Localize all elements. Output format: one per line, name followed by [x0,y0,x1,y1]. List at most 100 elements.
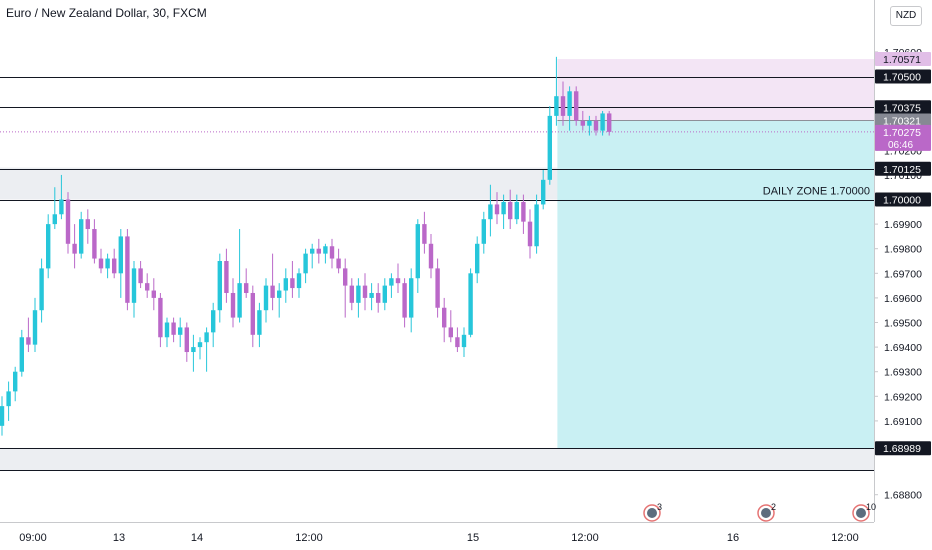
x-tick-label: 14 [191,532,203,544]
candle-body [554,96,559,116]
price-axis[interactable] [874,0,932,550]
candle-body [481,219,486,244]
candle-body [310,248,315,254]
candle-body [541,179,546,205]
candle-body [197,342,203,348]
level-price-label-text: 1.70375 [883,102,921,114]
candle-body [65,199,71,244]
candle-body [59,199,64,215]
last-price-label[interactable] [875,124,931,151]
candle-body [138,268,143,284]
candle-body [600,113,605,131]
event-count: 10 [866,502,876,512]
candle-body [131,268,137,303]
candle-body [283,278,288,291]
candle-body [336,258,341,269]
candle-body [323,246,328,254]
chart-title: Euro / New Zealand Dollar, 30, FXCM [6,6,207,20]
candle-body [389,278,394,286]
candle-body [145,283,150,291]
y-tick-label: 1.69600 [884,293,922,305]
candle-body [468,273,473,335]
candle-body [415,224,420,279]
candle-body [316,248,321,254]
stop-zone [557,59,874,121]
candle-body [409,278,414,318]
currency-badge[interactable]: NZD [890,6,922,26]
level-price-label-text: 1.68989 [883,443,921,455]
candle-body [580,120,585,126]
candle-body [343,268,348,286]
level-price-label[interactable] [875,161,931,176]
daily-zone-label: DAILY ZONE 1.70000 [763,186,870,198]
event-flag-icon [761,508,771,518]
level-price-label[interactable] [875,441,931,456]
candle-body [303,253,308,274]
candle-body [52,214,57,225]
candle-body [39,268,44,311]
x-tick-label: 16 [727,532,739,544]
candle-body [435,268,440,308]
candle-body [277,290,282,298]
candle-body [105,258,110,269]
x-tick-label: 12:00 [295,532,323,544]
level-price-label[interactable] [875,100,931,115]
x-tick-label: 15 [467,532,479,544]
level-price-label-text: 1.70500 [883,72,921,84]
candle-body [349,285,354,303]
x-tick-label: 12:00 [831,532,859,544]
y-tick-label: 1.68800 [884,490,922,502]
candle-body [574,91,579,121]
event-count: 3 [657,502,662,512]
x-tick-label: 09:00 [19,532,47,544]
candle-body [237,283,242,318]
candle-body [329,246,335,259]
candle-body [587,120,592,126]
y-tick-label: 1.69700 [884,268,922,280]
candle-body [547,115,552,180]
level-price-label-text: 1.70125 [883,164,921,176]
candle-body [112,258,117,274]
event-flag-icon [856,508,866,518]
event-count: 2 [771,502,776,512]
level-price-label-text: 1.70000 [883,195,921,207]
y-tick-label: 1.69100 [884,416,922,428]
candle-body [560,96,566,116]
candle-body [362,285,368,298]
candle-body [151,290,156,298]
candle-body [395,278,401,284]
level-price-label[interactable] [875,192,931,207]
entry-price-label[interactable] [875,113,931,128]
candle-body [125,236,130,303]
stop-price-label[interactable] [875,52,931,67]
candle-body [164,322,170,338]
candle-body [250,292,255,335]
candle-body [26,337,31,345]
candle-body [448,327,453,338]
candle-body [369,292,374,298]
candle-body [296,273,302,289]
candle-body [230,292,236,318]
candle-body [184,327,189,353]
x-tick-label: 13 [113,532,125,544]
candle-body [158,297,163,338]
time-axis[interactable] [0,522,874,550]
last-price-text: 1.70275 [883,127,921,139]
candle-body [263,285,269,311]
candle-body [244,283,249,293]
y-tick-label: 1.69900 [884,219,922,231]
candle-body [461,334,467,348]
candle-body [402,283,407,318]
candle-body [382,285,387,303]
y-tick-label: 1.69200 [884,391,922,403]
candle-body [19,337,24,372]
candle-body [6,391,11,407]
level-price-label[interactable] [875,69,931,84]
candle-body [32,310,38,345]
candle-body [204,332,209,343]
candle-body [211,310,216,333]
target-zone [557,120,874,449]
candle-body [527,221,533,247]
